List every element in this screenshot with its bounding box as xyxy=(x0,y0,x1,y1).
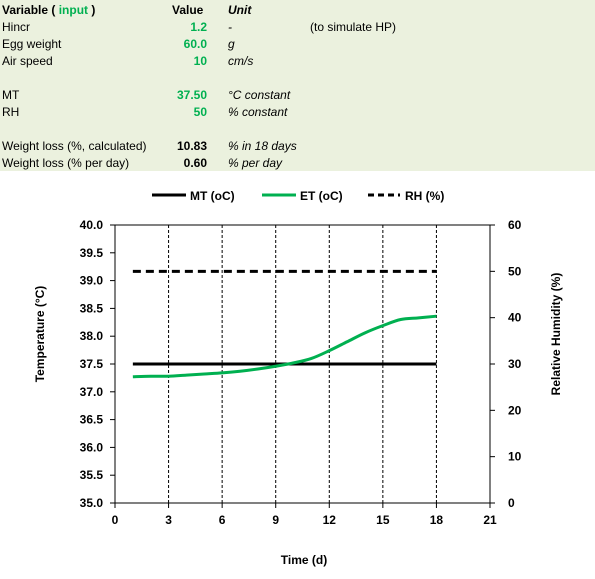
row-label: Weight loss (% per day) xyxy=(2,156,130,170)
y-tick-label: 40.0 xyxy=(80,218,104,232)
row-unit: % in 18 days xyxy=(228,139,297,153)
y-tick-label: 36.5 xyxy=(80,413,104,427)
y2-tick-label: 10 xyxy=(508,450,522,464)
variable-header: Variable ( input ) xyxy=(2,3,96,17)
legend-et-label: ET (oC) xyxy=(300,189,343,203)
x-tick-label: 0 xyxy=(112,513,119,527)
y-tick-label: 38.5 xyxy=(80,301,104,315)
row-value[interactable]: 50 xyxy=(193,105,207,119)
y-tick-label: 35.0 xyxy=(80,496,104,510)
row-unit: % constant xyxy=(228,105,288,119)
row-value[interactable]: 1.2 xyxy=(190,20,207,34)
row-unit: °C constant xyxy=(228,88,291,102)
y-axis-label: Temperature (°C) xyxy=(33,286,47,383)
row-unit: - xyxy=(228,20,232,34)
y-tick-label: 37.5 xyxy=(80,357,104,371)
y-tick-label: 38.0 xyxy=(80,329,104,343)
y2-tick-label: 30 xyxy=(508,357,522,371)
x-tick-label: 3 xyxy=(165,513,172,527)
x-tick-label: 21 xyxy=(483,513,497,527)
x-tick-label: 6 xyxy=(219,513,226,527)
plot-area: 0 3 6 9 12 15 18 21 35.0 35.5 36.0 36.5 37.0 37.5 38.0… xyxy=(80,218,522,527)
legend: MT (oC) ET (oC) RH (%) xyxy=(152,189,444,203)
y-tick-label: 39.5 xyxy=(80,246,104,260)
row-value[interactable]: 10 xyxy=(193,54,207,68)
x-tick-label: 9 xyxy=(272,513,279,527)
legend-mt-label: MT (oC) xyxy=(190,189,235,203)
y-tick-label: 37.0 xyxy=(80,385,104,399)
row-value[interactable]: 37.50 xyxy=(176,88,207,102)
series-line-et xyxy=(132,314,437,379)
x-axis-label: Time (d) xyxy=(281,553,327,567)
row-label: Hincr xyxy=(2,20,31,34)
value-header: Value xyxy=(172,3,204,17)
row-unit: % per day xyxy=(228,156,283,170)
x-tick-label: 15 xyxy=(376,513,390,527)
row-label: MT xyxy=(2,88,20,102)
row-label: Weight loss (%, calculated) xyxy=(2,139,147,153)
y2-tick-label: 20 xyxy=(508,403,522,417)
y-tick-label: 35.5 xyxy=(80,468,104,482)
row-label: Egg weight xyxy=(2,37,62,51)
input-legend-label: input xyxy=(58,3,89,17)
row-value: 0.60 xyxy=(183,156,207,170)
row-label: Air speed xyxy=(2,54,53,68)
temperature-humidity-chart: MT (oC) ET (oC) RH (%) 0 3 6 9 12 15 18 21 35.0 3… xyxy=(33,189,563,567)
y2-tick-label: 50 xyxy=(508,264,522,278)
y-tick-label: 36.0 xyxy=(80,440,104,454)
y2-axis-label: Relative Humidity (%) xyxy=(549,273,563,396)
y2-tick-label: 60 xyxy=(508,218,522,232)
y-tick-label: 39.0 xyxy=(80,274,104,288)
row-value: 10.83 xyxy=(176,139,207,153)
x-tick-label: 18 xyxy=(430,513,444,527)
y2-tick-label: 0 xyxy=(508,496,515,510)
x-tick-label: 12 xyxy=(323,513,337,527)
unit-header: Unit xyxy=(228,3,252,17)
row-unit: cm/s xyxy=(228,54,254,68)
input-panel: Variable ( input ) Value Unit Hincr 1.2 … xyxy=(0,0,595,171)
row-unit: g xyxy=(228,37,235,51)
row-note: (to simulate HP) xyxy=(310,20,397,34)
y2-tick-label: 40 xyxy=(508,311,522,325)
legend-rh-label: RH (%) xyxy=(405,189,444,203)
row-value[interactable]: 60.0 xyxy=(183,37,207,51)
row-label: RH xyxy=(2,105,20,119)
